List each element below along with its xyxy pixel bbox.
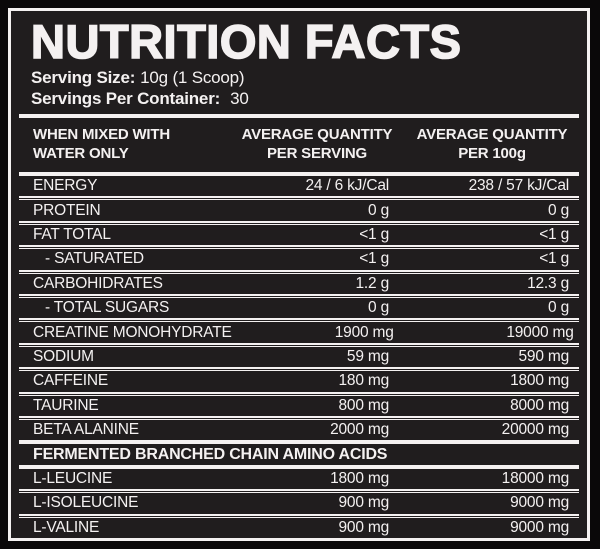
row-per-serving: 1800 mg [330, 470, 389, 488]
row-per-serving: 800 mg [338, 396, 390, 414]
table-row-creatine-monohydrate: CREATINE MONOHYDRATE 1900 mg 19000 mg [11, 322, 587, 342]
row-name: BETA ALANINE [33, 421, 139, 439]
row-name: FAT TOTAL [33, 226, 111, 244]
rule-below-section-header [19, 464, 579, 469]
row-divider [19, 220, 579, 225]
table-header-row: WHEN MIXED WITH WATER ONLY AVERAGE QUANT… [11, 118, 587, 172]
row-per-100g: 18000 mg [501, 470, 570, 488]
row-per-100g: 0 g [548, 299, 569, 317]
row-divider [19, 294, 579, 299]
row-name: - TOTAL SUGARS [45, 299, 170, 317]
column-header-condition-line2: WATER ONLY [33, 145, 129, 162]
table-row-energy: ENERGY 24 / 6 kJ/Cal 238 / 57 kJ/Cal [11, 176, 587, 196]
column-header-condition: WHEN MIXED WITH WATER ONLY [23, 125, 227, 163]
row-per-serving: 0 g [368, 201, 389, 219]
row-per-serving: 24 / 6 kJ/Cal [305, 177, 389, 195]
table-row-taurine: TAURINE 800 mg 8000 mg [11, 396, 587, 416]
row-per-100g: 238 / 57 kJ/Cal [468, 177, 570, 195]
serving-size-line: Serving Size: 10g (1 Scoop) [31, 67, 573, 88]
rule-under-serving [19, 114, 579, 118]
row-per-serving: 0 g [368, 299, 389, 317]
row-per-100g: 20000 mg [501, 421, 570, 439]
row-divider [19, 269, 579, 274]
panel-header: NUTRITION FACTS Serving Size: 10g (1 Scoo… [11, 11, 587, 109]
row-name: L-LEUCINE [33, 470, 113, 488]
row-per-100g: 0 g [548, 201, 569, 219]
row-name: ENERGY [33, 177, 98, 195]
row-per-serving: 180 mg [338, 372, 390, 390]
row-divider [19, 489, 579, 494]
column-header-per-serving-line2: PER SERVING [266, 145, 368, 162]
row-divider [19, 367, 579, 372]
servings-per-container-value: 30 [230, 89, 249, 108]
row-per-serving: <1 g [359, 250, 389, 268]
row-name: PROTEIN [33, 201, 101, 219]
row-per-100g: 9000 mg [510, 518, 569, 536]
nutrition-table: ENERGY 24 / 6 kJ/Cal 238 / 57 kJ/Cal PRO… [11, 176, 587, 538]
row-per-100g: <1 g [539, 250, 569, 268]
serving-size-label: Serving Size: [31, 68, 136, 87]
table-row-saturated: - SATURATED <1 g <1 g [11, 249, 587, 269]
row-per-100g: 9000 mg [510, 494, 569, 512]
row-name: L-VALINE [33, 518, 100, 536]
column-header-per-serving-line1: AVERAGE QUANTITY [241, 126, 393, 143]
row-name: L-ISOLEUCINE [33, 494, 139, 512]
servings-per-container-label: Servings Per Container: [31, 89, 221, 108]
table-row-l-valine: L-VALINE 900 mg 9000 mg [11, 518, 587, 538]
row-per-serving: <1 g [359, 226, 389, 244]
row-divider [19, 391, 579, 396]
row-divider [19, 245, 579, 250]
row-per-100g: 19000 mg [506, 323, 574, 341]
nutrition-facts-panel: NUTRITION FACTS Serving Size: 10g (1 Scoo… [8, 8, 590, 541]
column-header-per-100g: AVERAGE QUANTITY PER 100g [407, 125, 577, 163]
row-name: - SATURATED [45, 250, 144, 268]
row-name: CARBOHIDRATES [33, 274, 163, 292]
row-per-serving: 2000 mg [330, 421, 389, 439]
row-per-100g: 1800 mg [510, 372, 569, 390]
column-header-condition-line1: WHEN MIXED WITH [33, 126, 170, 143]
row-divider [19, 196, 579, 201]
table-row-fat-total: FAT TOTAL <1 g <1 g [11, 225, 587, 245]
row-per-serving: 900 mg [338, 518, 390, 536]
table-row-beta-alanine: BETA ALANINE 2000 mg 20000 mg [11, 420, 587, 440]
row-divider [19, 416, 579, 421]
row-per-serving: 1.2 g [355, 274, 390, 292]
row-divider [19, 342, 579, 347]
column-header-per-100g-line1: AVERAGE QUANTITY [416, 126, 568, 143]
row-name: SODIUM [33, 348, 94, 366]
table-row-l-isoleucine: L-ISOLEUCINE 900 mg 9000 mg [11, 493, 587, 513]
row-per-serving: 1900 mg [334, 323, 394, 341]
servings-per-container-line: Servings Per Container: 30 [31, 88, 573, 109]
table-row-total-sugars: - TOTAL SUGARS 0 g 0 g [11, 298, 587, 318]
column-header-per-100g-line2: PER 100g [458, 145, 526, 162]
table-row-protein: PROTEIN 0 g 0 g [11, 200, 587, 220]
table-row-sodium: SODIUM 59 mg 590 mg [11, 347, 587, 367]
row-per-serving: 900 mg [338, 494, 390, 512]
table-row-l-leucine: L-LEUCINE 1800 mg 18000 mg [11, 469, 587, 489]
row-per-100g: 12.3 g [527, 274, 569, 292]
column-header-per-serving: AVERAGE QUANTITY PER SERVING [227, 125, 407, 163]
panel-title: NUTRITION FACTS [30, 15, 462, 68]
row-per-serving: 59 mg [346, 348, 389, 366]
row-divider [19, 318, 579, 323]
row-name: TAURINE [33, 396, 99, 414]
table-row-caffeine: CAFFEINE 180 mg 1800 mg [11, 371, 587, 391]
section-header-fermented-bcaa: FERMENTED BRANCHED CHAIN AMINO ACIDS [33, 445, 388, 463]
rule-above-section-header [19, 440, 579, 445]
row-divider [19, 513, 579, 518]
row-name: CAFFEINE [33, 372, 109, 390]
row-per-100g: 8000 mg [510, 396, 569, 414]
row-per-100g: 590 mg [518, 348, 570, 366]
row-name: CREATINE MONOHYDRATE [33, 323, 232, 341]
table-row-carbohidrates: CARBOHIDRATES 1.2 g 12.3 g [11, 274, 587, 294]
serving-size-value: 10g (1 Scoop) [140, 68, 245, 87]
rule-under-table-header [19, 172, 579, 176]
row-per-100g: <1 g [539, 226, 569, 244]
